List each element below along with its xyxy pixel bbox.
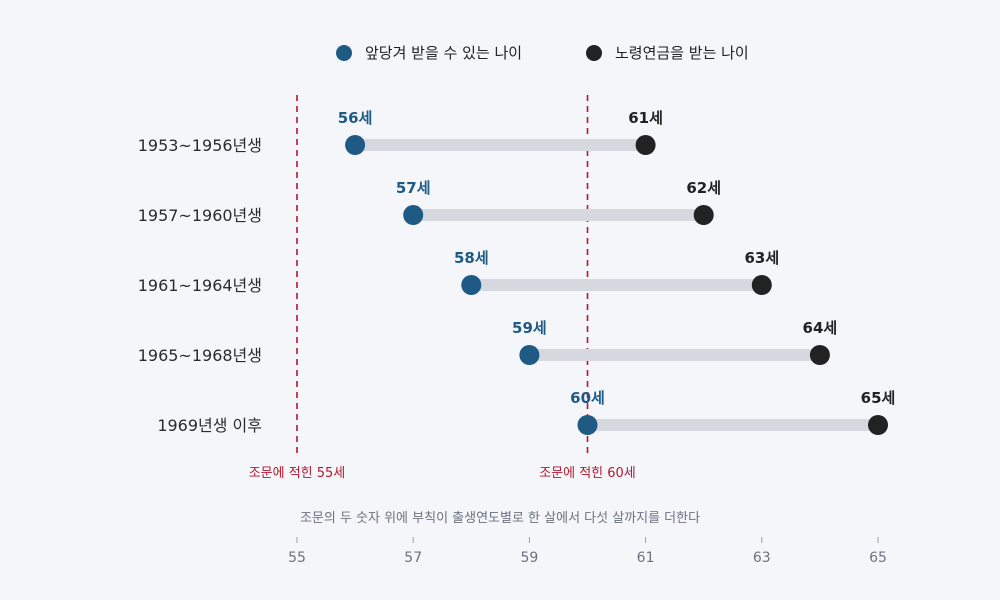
pension-age-point-0 (635, 135, 656, 155)
pension-age-point-1 (693, 205, 714, 225)
x-axis: 55 57 59 61 63 65 (288, 537, 887, 566)
legend-marker-0 (336, 45, 352, 61)
legend-label-0: 앞당겨 받을 수 있는 나이 (365, 44, 522, 62)
early-age-label-0: 56세 (338, 109, 373, 127)
row-label-2: 1961~1964년생 (138, 276, 262, 295)
legend-label-1: 노령연금을 받는 나이 (615, 44, 749, 62)
early-age-label-1: 57세 (396, 179, 431, 197)
reference-label-55: 조문에 적힌 55세 (249, 466, 346, 481)
early-age-point-2 (461, 275, 482, 295)
pension-age-label-2: 63세 (744, 249, 779, 267)
reference-lines: 조문에 적힌 55세 조문에 적힌 60세 (249, 95, 636, 481)
data-rows: 1953~1956년생 56세 61세 1957~1960년생 57세 62세 1961~1… (138, 109, 896, 435)
pension-age-point-2 (751, 275, 772, 295)
row-label-4: 1969년생 이후 (157, 416, 262, 435)
pension-age-label-3: 64세 (803, 319, 838, 337)
early-age-point-4 (577, 415, 598, 435)
reference-label-60: 조문에 적힌 60세 (539, 466, 636, 481)
early-age-label-3: 59세 (512, 319, 547, 337)
row-label-3: 1965~1968년생 (138, 346, 262, 365)
x-tick-label-57: 57 (404, 550, 422, 566)
pension-age-label-4: 65세 (861, 389, 896, 407)
footnote: 조문의 두 숫자 위에 부칙이 출생연도별로 한 살에서 다섯 살까지를 더한다 (300, 511, 700, 526)
x-tick-label-63: 63 (753, 550, 771, 566)
x-tick-label-61: 61 (637, 550, 655, 566)
row-label-1: 1957~1960년생 (138, 206, 262, 225)
pension-age-label-1: 62세 (686, 179, 721, 197)
pension-age-point-4 (868, 415, 888, 435)
early-age-point-0 (345, 135, 366, 155)
x-tick-label-59: 59 (520, 550, 538, 566)
early-age-label-2: 58세 (454, 249, 489, 267)
early-age-point-3 (519, 345, 540, 365)
pension-age-point-3 (809, 345, 830, 365)
x-tick-label-65: 65 (869, 550, 887, 566)
pension-age-label-0: 61세 (628, 109, 663, 127)
early-age-label-4: 60세 (570, 389, 605, 407)
x-tick-label-55: 55 (288, 550, 306, 566)
legend: 앞당겨 받을 수 있는 나이 노령연금을 받는 나이 (336, 44, 749, 62)
early-age-point-1 (403, 205, 424, 225)
legend-marker-1 (586, 45, 602, 61)
row-label-0: 1953~1956년생 (138, 136, 262, 155)
